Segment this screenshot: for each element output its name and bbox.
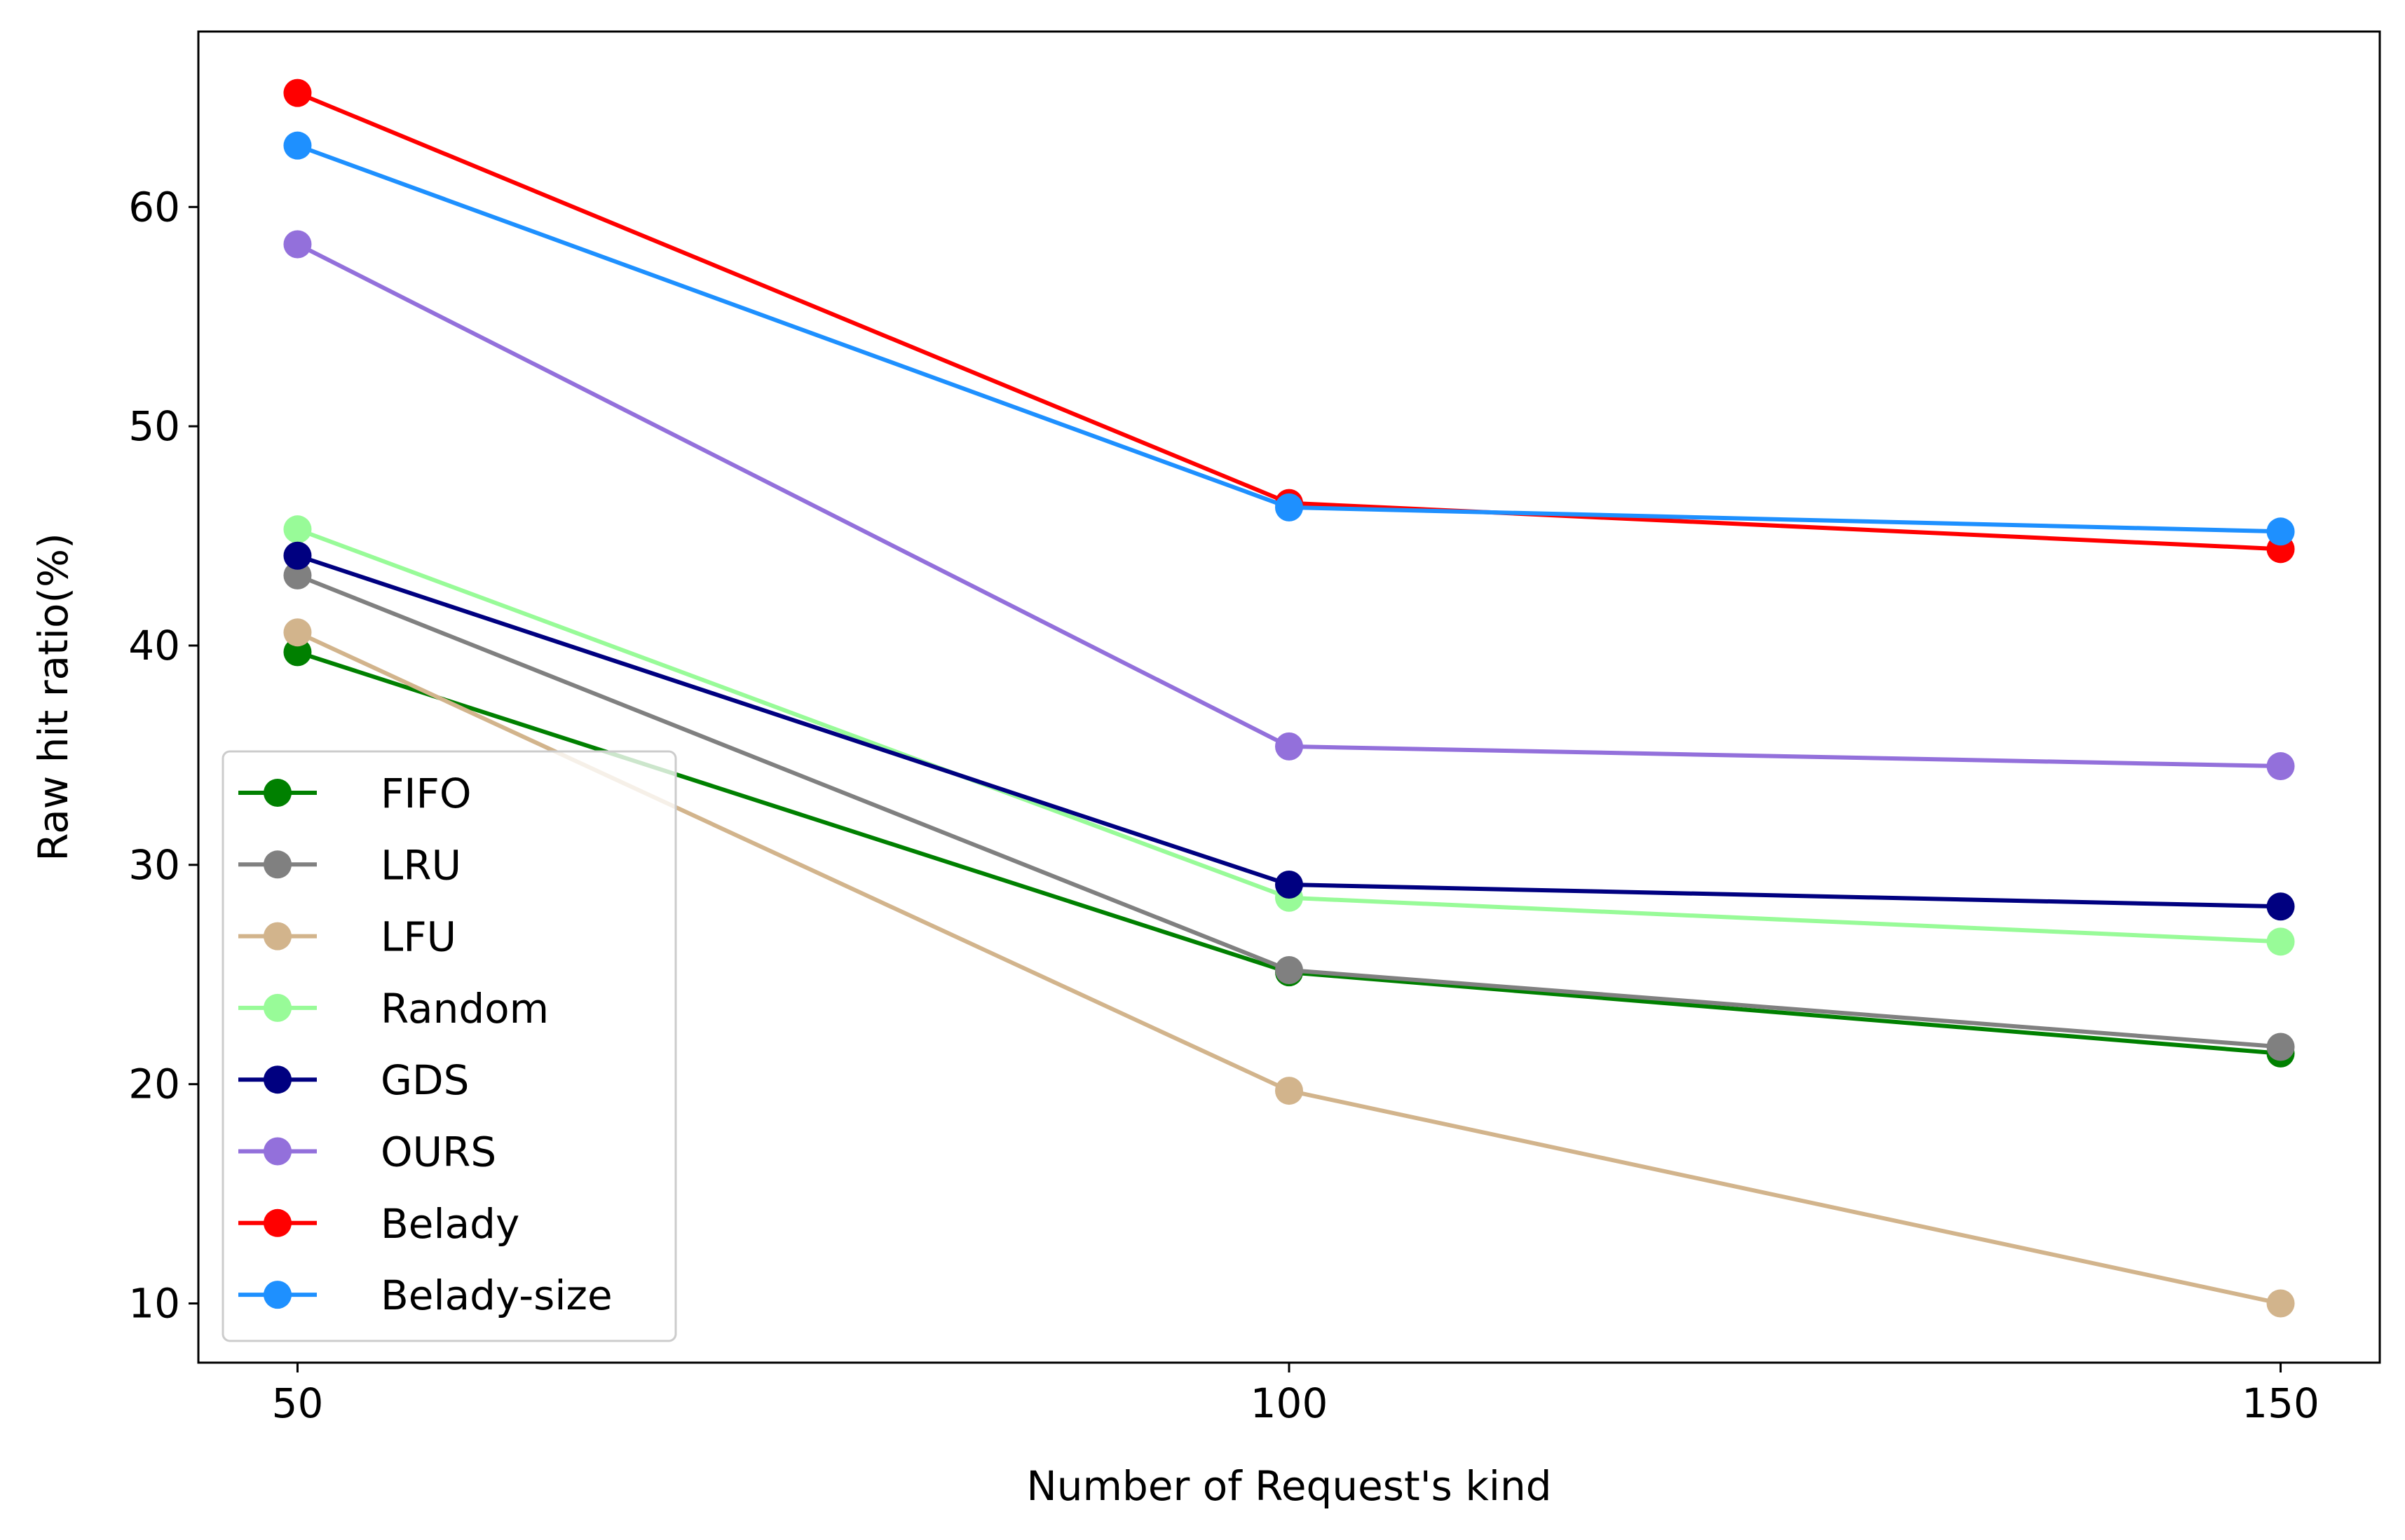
data-point <box>283 638 312 667</box>
legend-item: FIFO <box>238 770 471 817</box>
legend-item: Belady <box>238 1200 519 1248</box>
data-point <box>1275 1077 1303 1105</box>
y-tick-label: 10 <box>128 1280 180 1328</box>
y-tick-label: 20 <box>128 1061 180 1108</box>
legend-label: Random <box>381 985 549 1033</box>
legend-label: Belady <box>381 1200 519 1248</box>
legend-swatch-marker <box>264 850 292 879</box>
data-point <box>283 541 312 570</box>
data-point <box>283 618 312 647</box>
series-layer <box>283 79 2295 1318</box>
series-lru <box>283 561 2295 1061</box>
legend-label: OURS <box>381 1129 496 1176</box>
series-belady-size <box>283 131 2295 546</box>
legend-swatch-marker <box>264 1208 292 1237</box>
data-point <box>1275 732 1303 761</box>
legend-swatch-marker <box>264 779 292 807</box>
legend: FIFO LRU LFU Random GDS OURS Belady Belady-size <box>222 750 677 1342</box>
data-point <box>2266 517 2295 546</box>
data-point <box>1275 955 1303 984</box>
x-tick-label: 50 <box>272 1379 324 1427</box>
data-point <box>283 561 312 590</box>
series-ours <box>283 230 2295 781</box>
legend-item: Belady-size <box>238 1272 613 1319</box>
legend-label: LFU <box>381 913 456 961</box>
data-point <box>283 230 312 259</box>
y-tick-label: 50 <box>128 402 180 450</box>
legend-item: LFU <box>238 913 456 961</box>
legend-label: FIFO <box>381 770 471 817</box>
y-tick-label: 60 <box>128 183 180 231</box>
legend-box <box>222 750 677 1342</box>
legend-label: GDS <box>381 1056 469 1104</box>
x-tick-label: 100 <box>1251 1379 1328 1427</box>
legend-swatch-marker <box>264 1065 292 1094</box>
y-tick-label: 40 <box>128 622 180 669</box>
legend-swatch-marker <box>264 922 292 950</box>
legend-item: GDS <box>238 1056 469 1104</box>
ticks-layer: 50 100 150 10 20 30 40 50 60 <box>128 183 2319 1427</box>
x-axis-label: Number of Request's kind <box>1026 1462 1551 1510</box>
data-point <box>2266 1033 2295 1061</box>
x-tick-label: 150 <box>2242 1379 2319 1427</box>
legend-label: LRU <box>381 841 461 889</box>
legend-swatch-marker <box>264 1137 292 1166</box>
series-gds <box>283 541 2295 921</box>
data-point <box>283 131 312 160</box>
y-tick-label: 30 <box>128 841 180 889</box>
legend-item: OURS <box>238 1129 496 1176</box>
data-point <box>1275 493 1303 522</box>
legend-item: LRU <box>238 841 461 889</box>
data-point <box>1275 870 1303 899</box>
data-point <box>2266 752 2295 781</box>
y-axis-label: Raw hit ratio(%) <box>29 533 77 861</box>
data-point <box>283 79 312 107</box>
legend-swatch-marker <box>264 993 292 1022</box>
legend-item: Random <box>238 985 549 1033</box>
legend-label: Belady-size <box>381 1272 613 1319</box>
data-point <box>283 515 312 544</box>
data-point <box>2266 892 2295 921</box>
data-point <box>2266 927 2295 956</box>
legend-swatch-marker <box>264 1281 292 1309</box>
data-point <box>2266 1289 2295 1318</box>
